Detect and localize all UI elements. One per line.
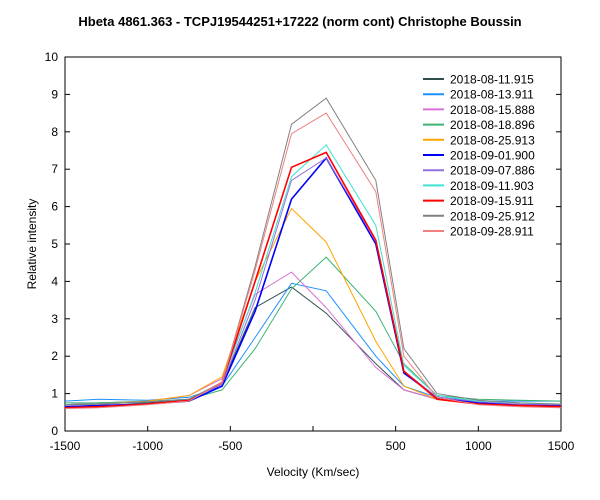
series-line xyxy=(65,256,562,404)
y-tick-label: 6 xyxy=(51,200,58,214)
legend-label: 2018-08-13.911 xyxy=(450,88,534,102)
y-tick-label: 10 xyxy=(45,50,59,64)
legend-label: 2018-08-11.915 xyxy=(450,73,534,87)
x-tick-label: 1000 xyxy=(465,439,492,453)
x-tick-label: -1000 xyxy=(132,439,163,453)
legend-label: 2018-09-28.911 xyxy=(450,225,534,239)
legend-label: 2018-09-25.912 xyxy=(450,209,535,223)
legend-label: 2018-08-25.913 xyxy=(450,133,535,147)
y-tick-label: 3 xyxy=(51,312,58,326)
x-tick-label: -500 xyxy=(218,439,242,453)
y-axis-label: Relative intensity xyxy=(25,199,39,290)
y-tick-label: 5 xyxy=(51,237,58,251)
legend-label: 2018-09-15.911 xyxy=(450,194,534,208)
legend-label: 2018-08-18.896 xyxy=(450,118,535,132)
series-line xyxy=(64,271,562,408)
y-tick-label: 1 xyxy=(51,387,58,401)
series-line xyxy=(64,97,562,406)
legend-label: 2018-09-01.900 xyxy=(450,149,535,163)
series-line xyxy=(64,282,561,402)
y-tick-label: 9 xyxy=(51,87,58,101)
y-tick-label: 2 xyxy=(51,349,58,363)
x-tick-label: -1500 xyxy=(50,439,81,453)
series-line xyxy=(64,286,562,406)
y-tick-label: 7 xyxy=(51,162,58,176)
y-tick-label: 8 xyxy=(51,125,58,139)
legend-label: 2018-08-15.888 xyxy=(450,103,535,117)
y-tick-label: 0 xyxy=(51,424,58,438)
chart-title: Hbeta 4861.363 - TCPJ19544251+17222 (nor… xyxy=(78,14,522,29)
series-line xyxy=(64,112,562,410)
legend-label: 2018-09-07.886 xyxy=(450,164,535,178)
x-tick-label: 1500 xyxy=(548,439,575,453)
x-tick-label: 500 xyxy=(386,439,406,453)
legend-label: 2018-09-11.903 xyxy=(450,179,534,193)
x-axis-label: Velocity (Km/sec) xyxy=(267,465,360,479)
y-tick-label: 4 xyxy=(51,274,58,288)
